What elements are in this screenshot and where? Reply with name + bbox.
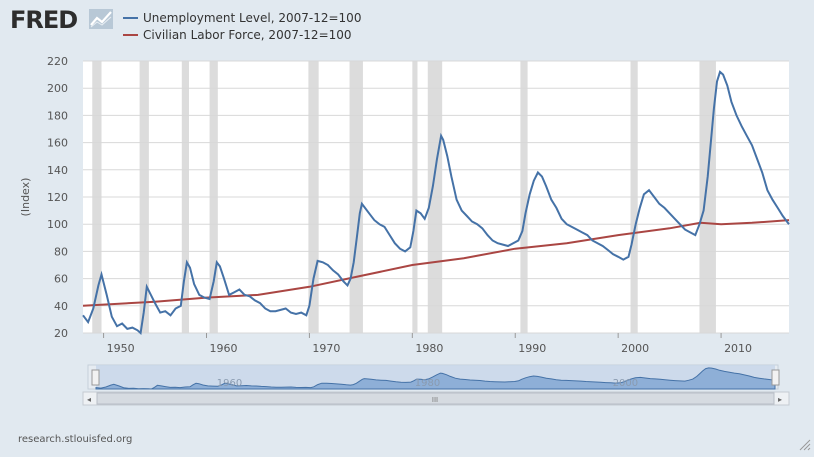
grid-lines — [83, 60, 789, 334]
navigator-handle-right[interactable] — [771, 369, 780, 386]
legend-item-labor-force[interactable]: Civilian Labor Force, 2007-12=100 — [123, 26, 361, 43]
navigator-tick-label: 1980 — [415, 378, 440, 389]
y-tick-label: 200 — [47, 82, 68, 95]
y-tick-label: 120 — [47, 191, 68, 204]
y-axis-label: (Index) — [19, 178, 32, 217]
y-tick-label: 80 — [54, 245, 68, 258]
legend-label-labor-force: Civilian Labor Force, 2007-12=100 — [143, 27, 352, 42]
x-axis-ticks: 1950 1960 1970 1980 1990 2000 2010 — [103, 333, 752, 355]
x-tick-label: 1960 — [209, 342, 237, 355]
x-tick-label: 2010 — [724, 342, 752, 355]
y-tick-label: 140 — [47, 164, 68, 177]
x-tick-label: 2000 — [621, 342, 649, 355]
fred-logo[interactable]: FRED — [10, 6, 120, 34]
y-tick-label: 40 — [54, 300, 68, 313]
scrollbar-thumb[interactable] — [96, 392, 775, 405]
scrollbar-grip: III — [432, 396, 438, 404]
y-tick-label: 60 — [54, 273, 68, 286]
fred-logo-text: FRED — [10, 6, 78, 34]
navigator[interactable]: 1960 1980 2000 ◂ ▸ III — [82, 364, 790, 406]
x-tick-label: 1980 — [415, 342, 443, 355]
legend-item-unemployment[interactable]: Unemployment Level, 2007-12=100 — [123, 9, 361, 26]
scrollbar-right-arrow[interactable]: ▸ — [778, 395, 782, 404]
navigator-tick-label: 2000 — [613, 378, 638, 389]
series-layer — [82, 70, 790, 335]
x-tick-label: 1970 — [312, 342, 340, 355]
y-tick-label: 180 — [47, 109, 68, 122]
x-tick-label: 1950 — [107, 342, 135, 355]
legend-swatch-labor-force — [123, 33, 138, 36]
resize-handle-icon[interactable] — [799, 439, 811, 451]
navigator-series-area — [95, 367, 776, 390]
y-tick-label: 100 — [47, 218, 68, 231]
scrollbar-left-arrow[interactable]: ◂ — [87, 395, 91, 404]
y-tick-label: 220 — [47, 55, 68, 68]
series-line-unemployment — [82, 70, 790, 335]
line-chart-icon — [89, 9, 113, 29]
legend-swatch-unemployment — [123, 16, 138, 19]
legend-label-unemployment: Unemployment Level, 2007-12=100 — [143, 10, 362, 25]
y-tick-label: 20 — [54, 327, 68, 340]
series-line-labor-force — [82, 219, 790, 307]
navigator-ticks: 1960 1980 2000 — [217, 378, 638, 389]
x-tick-label: 1990 — [518, 342, 546, 355]
chart-legend: Unemployment Level, 2007-12=100 Civilian… — [123, 9, 361, 43]
navigator-handle-left[interactable] — [91, 369, 100, 386]
y-axis-ticks: 220 200 180 160 140 120 100 80 60 40 20 — [47, 55, 68, 340]
y-tick-label: 160 — [47, 137, 68, 150]
navigator-tick-label: 1960 — [217, 378, 242, 389]
source-link[interactable]: research.stlouisfed.org — [18, 434, 133, 445]
